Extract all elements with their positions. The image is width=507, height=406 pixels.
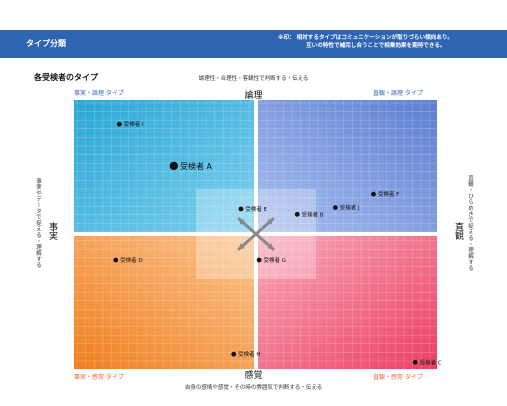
axis-right-description: 直観・ひらめきで捉える・理解する — [467, 175, 473, 271]
header-banner: タイプ分類 ※印： 相対するタイプはコミュニケーションが取りづらい傾向あり。 互… — [0, 30, 507, 58]
quadrant-label-bottom-left: 事実・感覚 タイプ — [74, 374, 124, 381]
data-point-label-8: 受検者 H — [238, 350, 260, 358]
header-note-line1: ※印： 相対するタイプはコミュニケーションが取りづらい傾向あり。 — [278, 35, 453, 41]
arrow-bottom-left-head — [239, 243, 245, 249]
axis-bottom-description: 自身の感情や感覚・その時の雰囲気で判断する・伝える — [184, 385, 323, 391]
data-point-label-1: 受検者 A — [180, 161, 213, 171]
axis-top-label: 論理 — [244, 91, 263, 101]
axis-top-description: 論理性・合理性・客観性で判断する・伝える — [198, 76, 309, 82]
header-title: タイプ分類 — [26, 39, 66, 48]
data-point-3 — [332, 205, 338, 211]
quadrant-top-right-grid — [258, 100, 437, 232]
arrow-top-right-head — [267, 219, 273, 225]
section-title: 各受検者のタイプ — [34, 73, 98, 82]
axis-bottom-label: 感覚 — [244, 371, 263, 381]
data-point-label-0: 受検者 I — [124, 120, 144, 128]
center-cross-arrows — [237, 217, 275, 251]
axis-right-label: 直観 — [453, 222, 463, 240]
data-point-7 — [256, 257, 262, 263]
data-point-8 — [231, 351, 237, 357]
data-point-1 — [169, 161, 179, 171]
quadrant-label-top-left: 事実・論理 タイプ — [74, 90, 124, 97]
data-point-4 — [238, 206, 244, 212]
header-note-line2: 互いの特性で補完し合うことで相乗効果を期待できる。 — [306, 43, 446, 49]
data-point-5 — [294, 211, 300, 217]
quadrant-label-top-right: 直観・論理 タイプ — [373, 90, 423, 97]
arrow-bottom-right-head — [267, 243, 273, 249]
quadrant-bottom-left-grid — [74, 236, 254, 369]
data-point-label-7: 受検者 G — [264, 256, 287, 264]
data-point-0 — [116, 121, 122, 127]
data-point-9 — [412, 359, 418, 365]
axis-left-label: 事実 — [47, 222, 57, 240]
data-point-label-9: 受検者 C — [420, 358, 442, 366]
quadrant-top-left-grid — [74, 100, 254, 232]
data-point-label-4: 受検者 E — [245, 205, 267, 213]
data-point-label-5: 受検者 B — [302, 210, 324, 218]
arrow-top-left-head — [239, 219, 245, 225]
quadrant-label-bottom-right: 直観・感覚 タイプ — [373, 374, 423, 381]
data-point-2 — [371, 191, 376, 197]
quadrant-bottom-right-grid — [258, 236, 437, 369]
data-point-6 — [113, 257, 119, 263]
axis-left-description: 事実やデータで捉える・理解する — [35, 178, 41, 268]
data-point-label-3: 受検者 J — [340, 204, 360, 212]
header-note: ※印： 相対するタイプはコミュニケーションが取りづらい傾向あり。 互いの特性で補… — [278, 34, 453, 50]
data-point-label-6: 受検者 D — [120, 256, 142, 264]
data-point-label-2: 受検者 F — [378, 190, 399, 198]
